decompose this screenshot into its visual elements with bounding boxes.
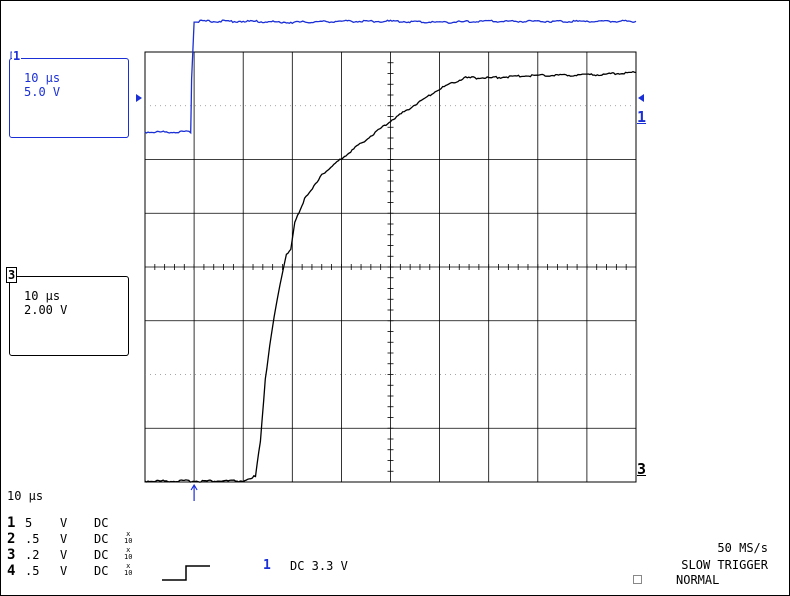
channel-number: 4 (7, 563, 16, 579)
trigger-position-arrow (190, 483, 198, 491)
channel-row[interactable]: 2 .5 V DC x 10 (7, 530, 157, 547)
graticule (144, 51, 637, 483)
ch1-left-level-arrow (136, 94, 142, 102)
channel-scale: .5 (25, 532, 40, 546)
ch3-scale: 2.00 V (24, 303, 68, 317)
traces (144, 19, 637, 483)
ch1-box-label: 1 (12, 49, 22, 63)
acquisition-mode: SLOW TRIGGER (681, 558, 768, 572)
channel-coupling: DC (94, 516, 109, 530)
ch3-box-label: 3 (5, 267, 18, 283)
probe-attenuation: x 10 (124, 530, 133, 545)
channel-row[interactable]: 3 .2 V DC x 10 (7, 546, 157, 563)
trace-ch3 (144, 70, 637, 483)
ch1-scale: 5.0 V (24, 85, 61, 99)
trigger-mode-checkbox[interactable] (633, 575, 642, 584)
probe-attenuation: x 10 (124, 562, 133, 577)
channel-number: 2 (7, 531, 16, 547)
ch1-timebase: 10 μs (24, 71, 61, 85)
probe-attenuation: x 10 (124, 546, 133, 561)
channel-coupling: DC (94, 564, 109, 578)
channel-scale: .2 (25, 548, 40, 562)
ch3-right-marker: 3 (637, 460, 647, 478)
ch1-right-level-arrow (638, 94, 644, 102)
trigger-mode: NORMAL (676, 573, 720, 587)
trace-ch1 (144, 19, 637, 135)
channel-unit: V (60, 532, 68, 546)
channel-unit: V (60, 548, 68, 562)
channel-row[interactable]: 4 .5 V DC x 10 (7, 562, 157, 579)
channel-unit: V (60, 516, 68, 530)
ch3-info-box[interactable]: 10 μs 2.00 V (9, 276, 129, 356)
channel-number: 1 (7, 515, 16, 531)
channel-scale: 5 (25, 516, 33, 530)
channel-number: 3 (7, 547, 16, 563)
channel-unit: V (60, 564, 68, 578)
ch1-info-box[interactable]: 10 μs 5.0 V (9, 58, 129, 138)
channel-coupling: DC (94, 532, 109, 546)
ch1-right-marker: 1 (637, 108, 647, 126)
trigger-level: DC 3.3 V (290, 559, 348, 573)
rising-edge-icon (162, 565, 210, 581)
channel-scale: .5 (25, 564, 40, 578)
channel-coupling: DC (94, 548, 109, 562)
sample-rate: 50 MS/s (717, 541, 768, 555)
timebase-readout: 10 μs (7, 489, 44, 503)
trigger-source: 1 (263, 558, 271, 573)
channel-row[interactable]: 1 5 V DC (7, 516, 157, 531)
ch3-timebase: 10 μs (24, 289, 61, 303)
